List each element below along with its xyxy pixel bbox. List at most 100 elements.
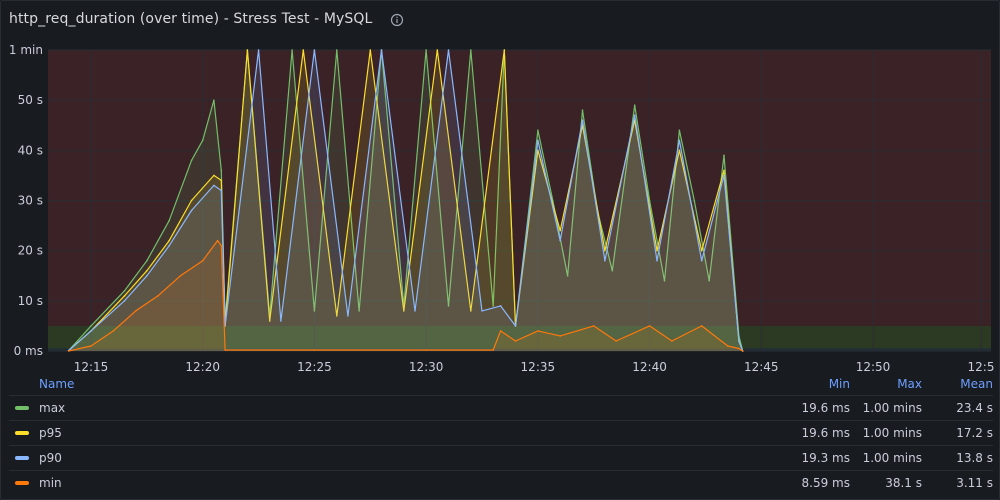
legend-header: Name Min Max Mean	[9, 373, 993, 395]
data-point-max	[678, 129, 681, 132]
data-point-p95	[369, 49, 372, 51]
x-tick-label: 12:35	[521, 360, 556, 371]
y-tick-label: 30 s	[18, 194, 43, 208]
data-point-max	[201, 139, 204, 142]
data-point-p90	[190, 209, 193, 212]
legend-header-min[interactable]: Min	[828, 377, 850, 391]
data-point-max	[470, 49, 472, 51]
data-point-min	[738, 347, 740, 350]
data-point-p90	[700, 259, 703, 262]
x-tick-label: 12:5	[968, 360, 995, 371]
data-point-max	[146, 259, 148, 262]
data-point-min	[537, 330, 539, 332]
data-point-p90	[347, 315, 349, 317]
panel-header: http_req_duration (over time) - Stress T…	[9, 9, 404, 29]
data-point-min	[112, 330, 115, 332]
data-point-max	[693, 199, 696, 202]
legend-row-p90[interactable]: p90 19.3 ms 1.00 mins 13.8 s	[9, 445, 993, 470]
legend-min-value: 19.3 ms	[801, 451, 850, 465]
data-point-min	[726, 345, 729, 347]
data-point-p95	[604, 249, 606, 252]
data-point-max	[537, 129, 539, 132]
x-tick-label: 12:20	[185, 360, 220, 371]
legend-series-name[interactable]: min	[39, 476, 62, 490]
data-point-p95	[213, 174, 215, 177]
x-tick-label: 12:45	[744, 360, 779, 371]
data-point-p95	[168, 239, 170, 242]
data-point-p95	[302, 49, 305, 51]
data-point-max	[123, 290, 126, 292]
threshold-band	[48, 50, 991, 326]
data-point-p95	[335, 315, 338, 317]
legend-series-name[interactable]: p95	[39, 426, 62, 440]
info-circle-icon[interactable]	[390, 12, 404, 27]
data-point-p95	[656, 249, 658, 252]
data-point-max	[291, 49, 293, 51]
data-point-min	[179, 274, 182, 277]
data-point-p90	[723, 174, 725, 177]
data-point-min	[615, 340, 617, 342]
legend-min-value: 19.6 ms	[801, 426, 850, 440]
data-point-min	[90, 345, 92, 347]
data-point-p90	[678, 139, 681, 142]
y-tick-label: 40 s	[18, 143, 43, 157]
data-point-p90	[447, 49, 450, 51]
legend-row-min[interactable]: min 8.59 ms 38.1 s 3.11 s	[9, 470, 993, 495]
legend-table: Name Min Max Mean max 19.6 ms 1.00 mins …	[9, 373, 993, 495]
data-point-max	[708, 279, 710, 282]
data-point-max	[663, 279, 666, 282]
legend-max-value: 1.00 mins	[862, 426, 922, 440]
data-point-min	[224, 349, 226, 351]
x-tick-label: 12:30	[409, 360, 444, 371]
data-point-max	[633, 104, 636, 106]
x-tick-label: 12:40	[632, 360, 667, 371]
data-point-max	[566, 274, 569, 277]
data-point-min	[67, 350, 70, 352]
data-point-max	[220, 169, 223, 172]
legend-row-p95[interactable]: p95 19.6 ms 1.00 mins 17.2 s	[9, 420, 993, 445]
data-point-p90	[90, 330, 92, 332]
data-point-p90	[313, 49, 316, 51]
legend-series-name[interactable]: max	[39, 401, 66, 415]
data-point-p90	[257, 49, 260, 51]
data-point-max	[723, 154, 725, 157]
threshold-band	[48, 348, 991, 351]
y-tick-label: 0 ms	[14, 344, 43, 358]
data-point-p90	[414, 310, 416, 312]
legend-header-name[interactable]: Name	[39, 377, 75, 391]
series-color-swatch	[15, 431, 29, 435]
data-point-min	[559, 335, 561, 337]
legend-max-value: 1.00 mins	[862, 401, 922, 415]
legend-max-value: 38.1 s	[885, 476, 922, 490]
data-point-p95	[559, 229, 561, 232]
legend-series-name[interactable]: p90	[39, 451, 62, 465]
x-tick-label: 12:25	[297, 360, 332, 371]
data-point-p90	[168, 244, 170, 247]
data-point-p95	[220, 179, 223, 182]
legend-header-max[interactable]: Max	[897, 377, 922, 391]
legend-min-value: 19.6 ms	[801, 401, 850, 415]
panel-title: http_req_duration (over time) - Stress T…	[9, 11, 373, 27]
data-point-p95	[123, 295, 126, 297]
data-point-p90	[581, 119, 584, 122]
data-point-min	[220, 244, 223, 247]
data-point-p90	[481, 310, 483, 312]
legend-row-max[interactable]: max 19.6 ms 1.00 mins 23.4 s	[9, 395, 993, 420]
data-point-min	[492, 349, 494, 351]
data-point-p95	[537, 149, 539, 152]
series-area-max	[68, 50, 743, 351]
timeseries-chart[interactable]: 0 ms 10 s 20 s 30 s 40 s 50 s 1 min 12:15 12:20 1…	[1, 41, 999, 371]
legend-min-value: 8.59 ms	[801, 476, 850, 490]
data-point-max	[190, 159, 193, 162]
data-point-p90	[537, 139, 539, 142]
data-point-p90	[514, 325, 517, 327]
data-point-max	[213, 99, 215, 101]
data-point-min	[201, 259, 204, 262]
data-point-p95	[146, 269, 148, 272]
legend-max-value: 1.00 mins	[862, 451, 922, 465]
legend-header-mean[interactable]: Mean	[960, 377, 993, 391]
data-point-p90	[380, 49, 383, 51]
data-point-p95	[503, 49, 506, 51]
data-point-max	[425, 49, 427, 51]
